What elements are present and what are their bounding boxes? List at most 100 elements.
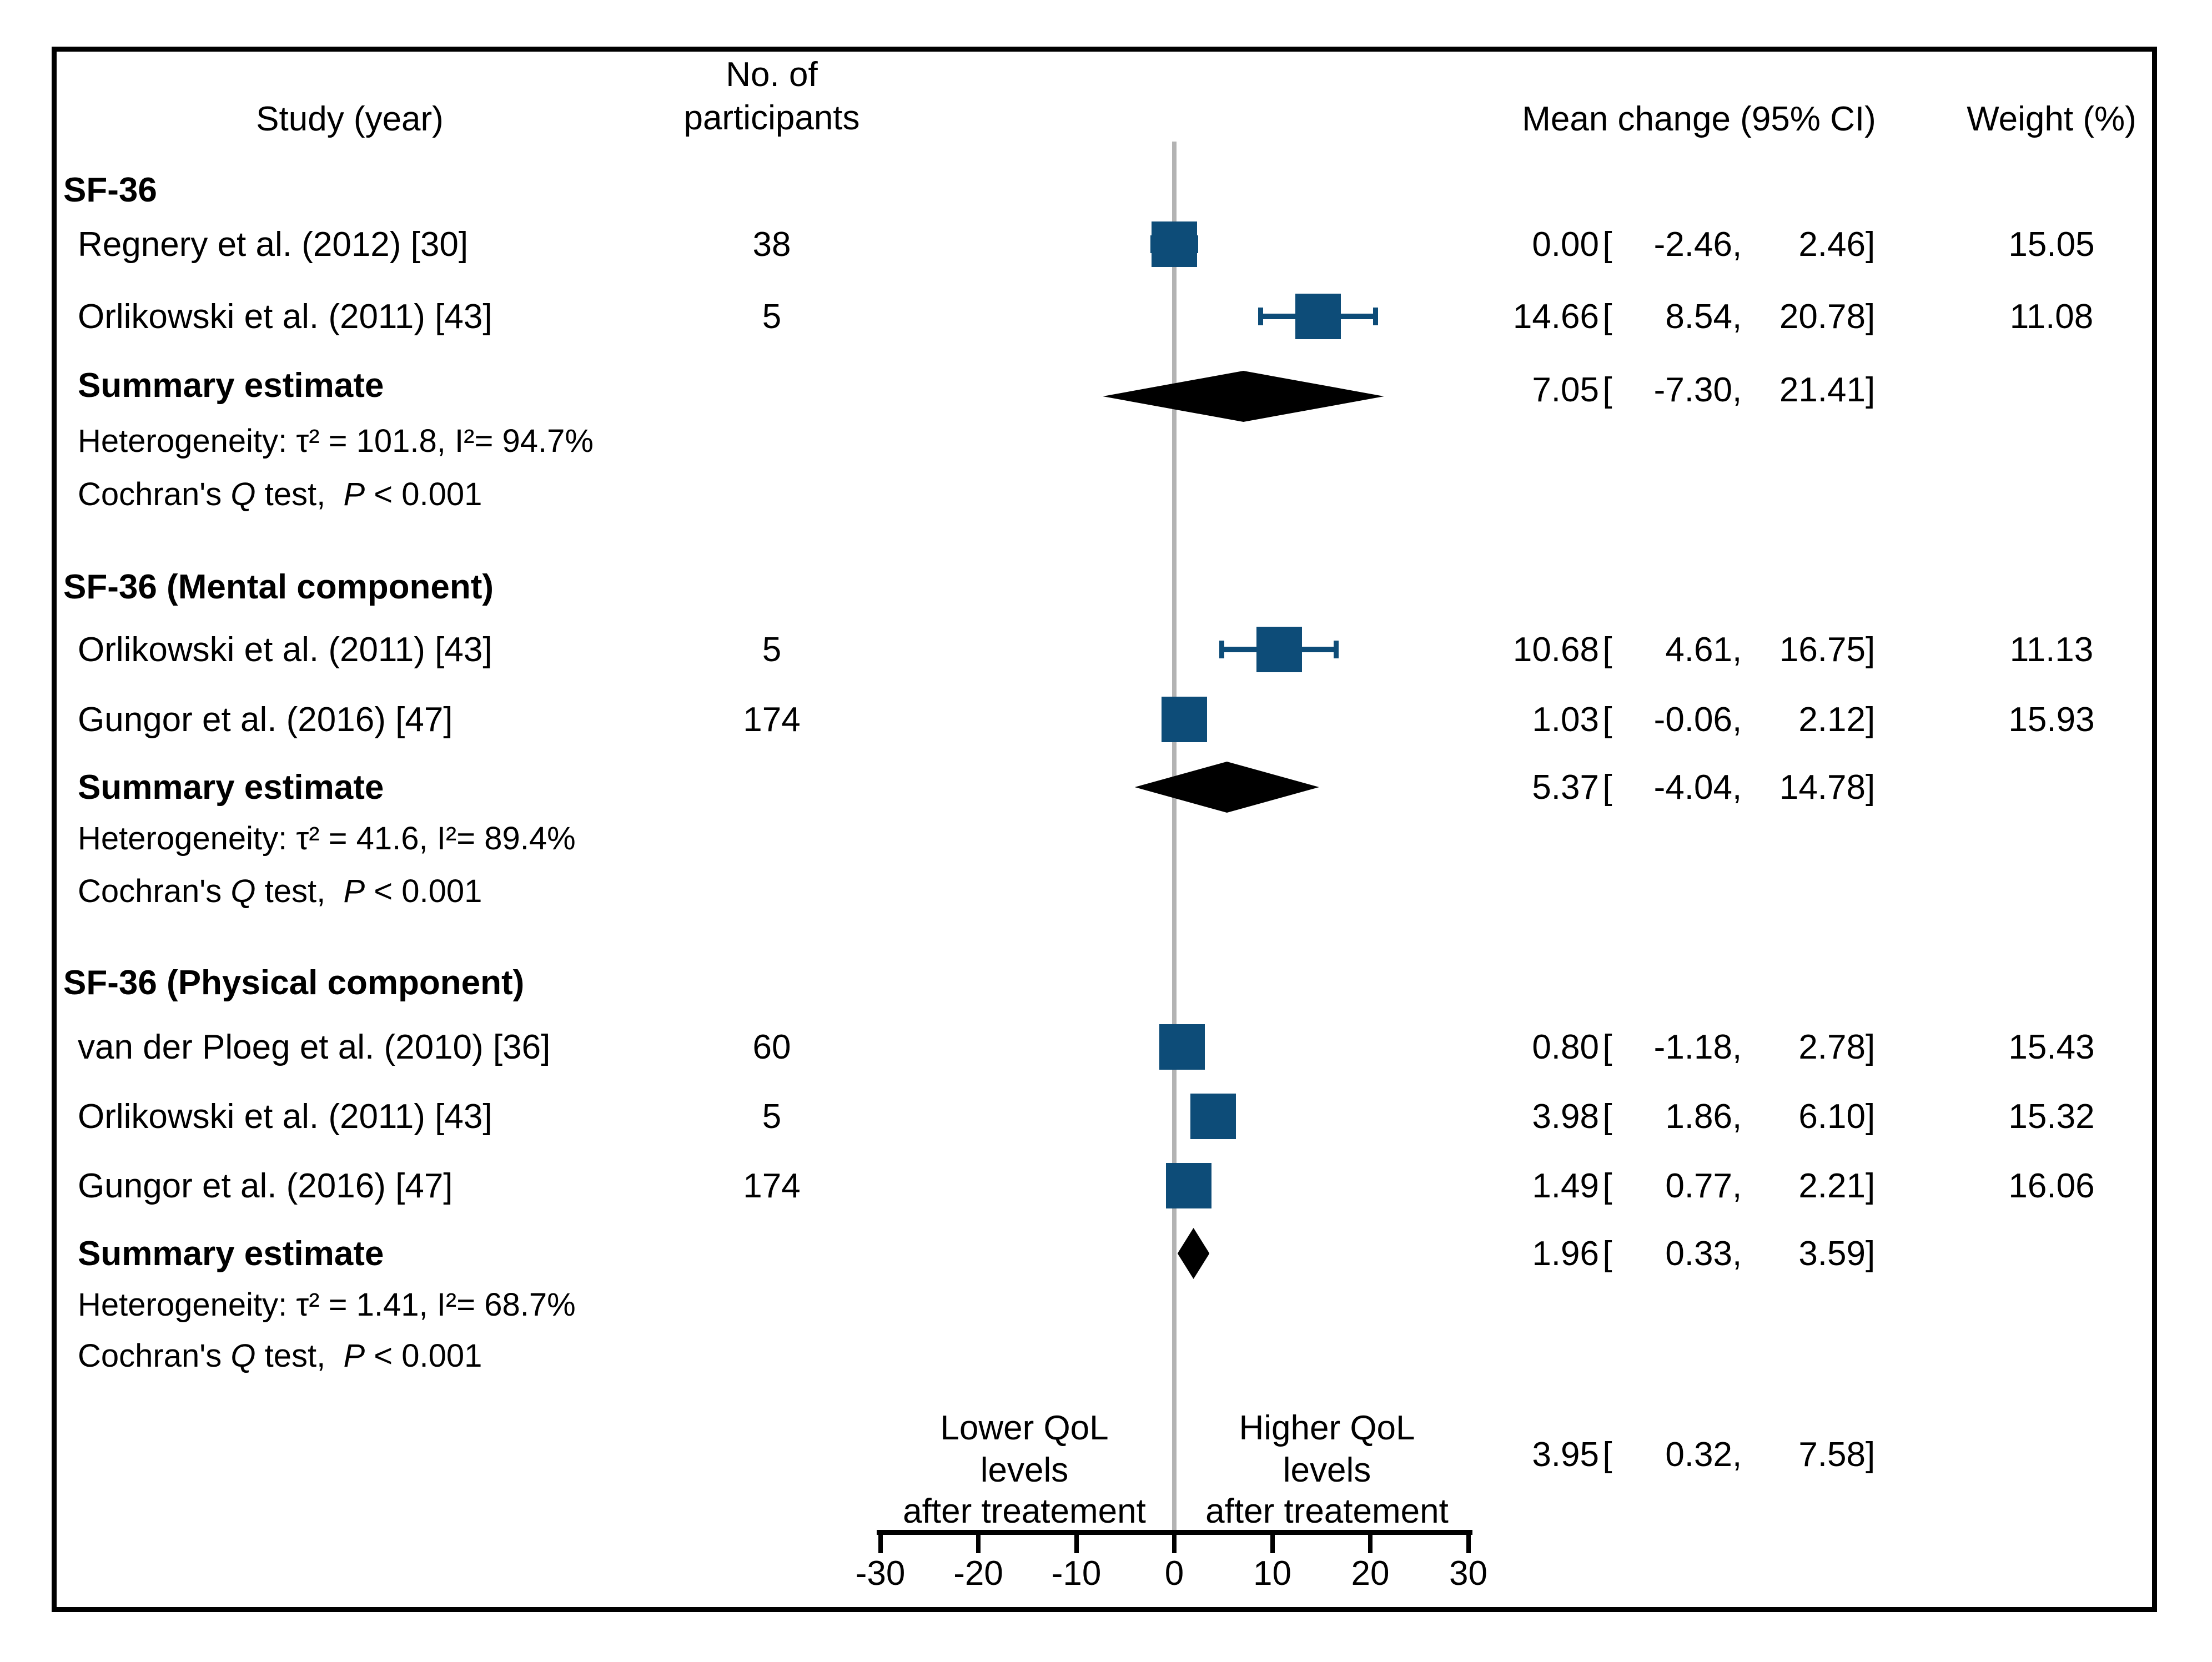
ci-whisker-cap-left [1258, 308, 1263, 325]
column-header-weight: Weight (%) [1967, 100, 2136, 138]
study-point-square [1152, 221, 1197, 267]
weight-value: 15.43 [2008, 1028, 2095, 1066]
ci-high: 6.10 [1798, 1097, 1866, 1136]
bracket-close: ] [1866, 768, 1876, 807]
comma: , [1732, 225, 1742, 264]
bracket-close: ] [1866, 371, 1876, 409]
comma: , [1732, 768, 1742, 807]
bracket-open: [ [1602, 1097, 1612, 1136]
axis-direction-right-line1: Higher QoL [1239, 1409, 1415, 1447]
bracket-open: [ [1602, 298, 1612, 336]
ci-low: 1.86 [1665, 1097, 1732, 1136]
column-header-participants-line2: participants [683, 99, 860, 137]
axis-direction-right-line3: after treatement [1205, 1492, 1449, 1530]
ci-high: 2.12 [1798, 701, 1866, 739]
summary-ci-value: 5.37[-4.04, 14.78] [1460, 764, 1882, 812]
weight-value: 16.06 [2008, 1167, 2095, 1205]
study-label: Regnery et al. (2012) [30] [78, 225, 469, 264]
weight-value: 11.13 [2009, 631, 2094, 669]
study-label: Gungor et al. (2016) [47] [78, 1167, 453, 1205]
participants-value: 5 [762, 298, 782, 336]
bracket-open: [ [1602, 1167, 1612, 1205]
ci-high: 2.21 [1798, 1167, 1866, 1205]
x-axis-tick-label: -10 [1051, 1554, 1102, 1593]
study-point-square [1256, 627, 1302, 672]
weight-value: 15.93 [2008, 701, 2095, 739]
ci-value: 14.66[8.54, 20.78] [1460, 293, 1882, 341]
bracket-close: ] [1866, 1028, 1876, 1066]
participants-value: 174 [743, 1167, 801, 1205]
ci-high: 2.46 [1798, 225, 1866, 264]
mean-value: 1.03 [1532, 701, 1599, 739]
mean-value: 1.96 [1532, 1235, 1599, 1273]
comma: , [1732, 1436, 1742, 1474]
ci-high: 7.58 [1798, 1436, 1866, 1474]
mean-value: 5.37 [1532, 768, 1599, 807]
bracket-close: ] [1866, 701, 1876, 739]
bracket-close: ] [1866, 1097, 1876, 1136]
summary-label: Summary estimate [78, 366, 384, 405]
ci-value: 3.98[1.86, 6.10] [1460, 1093, 1882, 1141]
ci-whisker-cap-left [1219, 641, 1225, 658]
ci-low: -7.30 [1653, 371, 1732, 409]
bracket-open: [ [1602, 225, 1612, 264]
participants-value: 5 [762, 631, 782, 669]
study-point-square [1166, 1163, 1212, 1208]
axis-direction-right-line2: levels [1283, 1451, 1371, 1489]
section-title: SF-36 (Physical component) [63, 964, 525, 1002]
summary-ci-value: 1.96[0.33, 3.59] [1460, 1230, 1882, 1278]
section-title: SF-36 (Mental component) [63, 568, 494, 606]
ci-whisker-cap-right [1333, 641, 1339, 658]
comma: , [1732, 371, 1742, 409]
ci-low: 0.32 [1665, 1436, 1732, 1474]
x-axis-tick-label: 30 [1449, 1554, 1487, 1593]
comma: , [1732, 1097, 1742, 1136]
study-point-square [1190, 1094, 1236, 1139]
mean-value: 1.49 [1532, 1167, 1599, 1205]
participants-value: 60 [752, 1028, 791, 1066]
study-point-square [1295, 294, 1341, 339]
ci-value: 0.80[-1.18, 2.78] [1460, 1024, 1882, 1071]
mean-value: 0.80 [1532, 1028, 1599, 1066]
cochran-post: test, [255, 1338, 344, 1374]
bracket-close: ] [1866, 1167, 1876, 1205]
mean-value: 0.00 [1532, 225, 1599, 264]
cochran-text: Cochran's Q test, P < 0.001 [78, 1332, 482, 1380]
x-axis-tick [1466, 1530, 1471, 1553]
section-title: SF-36 [63, 171, 157, 209]
weight-value: 15.32 [2008, 1097, 2095, 1136]
ci-value: 1.03[-0.06, 2.12] [1460, 696, 1882, 744]
participants-value: 38 [752, 225, 791, 264]
ci-value: 1.49[0.77, 2.21] [1460, 1162, 1882, 1210]
summary-label: Summary estimate [78, 1235, 384, 1273]
ci-low: 8.54 [1665, 298, 1732, 336]
overall-ci-value: 3.95[0.32, 7.58] [1460, 1431, 1882, 1479]
bracket-close: ] [1866, 298, 1876, 336]
study-label: Gungor et al. (2016) [47] [78, 701, 453, 739]
ci-low: 0.33 [1665, 1235, 1732, 1273]
bracket-close: ] [1866, 631, 1876, 669]
ci-value: 10.68[4.61, 16.75] [1460, 626, 1882, 674]
column-header-study: Study (year) [256, 100, 444, 138]
figure-border [52, 47, 2157, 1612]
heterogeneity-text: Heterogeneity: τ² = 101.8, I²= 94.7% [78, 423, 594, 459]
axis-direction-left-line1: Lower QoL [940, 1409, 1109, 1447]
cochran-prefix: Cochran's [78, 1338, 231, 1374]
comma: , [1732, 631, 1742, 669]
x-axis-tick [976, 1530, 981, 1553]
x-axis-tick-label: 20 [1351, 1554, 1390, 1593]
ci-high: 21.41 [1779, 371, 1866, 409]
bracket-close: ] [1866, 1436, 1876, 1474]
cochran-text: Cochran's Q test, P < 0.001 [78, 868, 482, 915]
mean-value: 10.68 [1512, 631, 1599, 669]
ci-high: 3.59 [1798, 1235, 1866, 1273]
x-axis-tick [1074, 1530, 1079, 1553]
comma: , [1732, 298, 1742, 336]
ci-low: 0.77 [1665, 1167, 1732, 1205]
comma: , [1732, 1028, 1742, 1066]
x-axis-tick [1172, 1530, 1177, 1553]
mean-value: 3.98 [1532, 1097, 1599, 1136]
cochran-text: Cochran's Q test, P < 0.001 [78, 471, 482, 518]
bracket-open: [ [1602, 701, 1612, 739]
